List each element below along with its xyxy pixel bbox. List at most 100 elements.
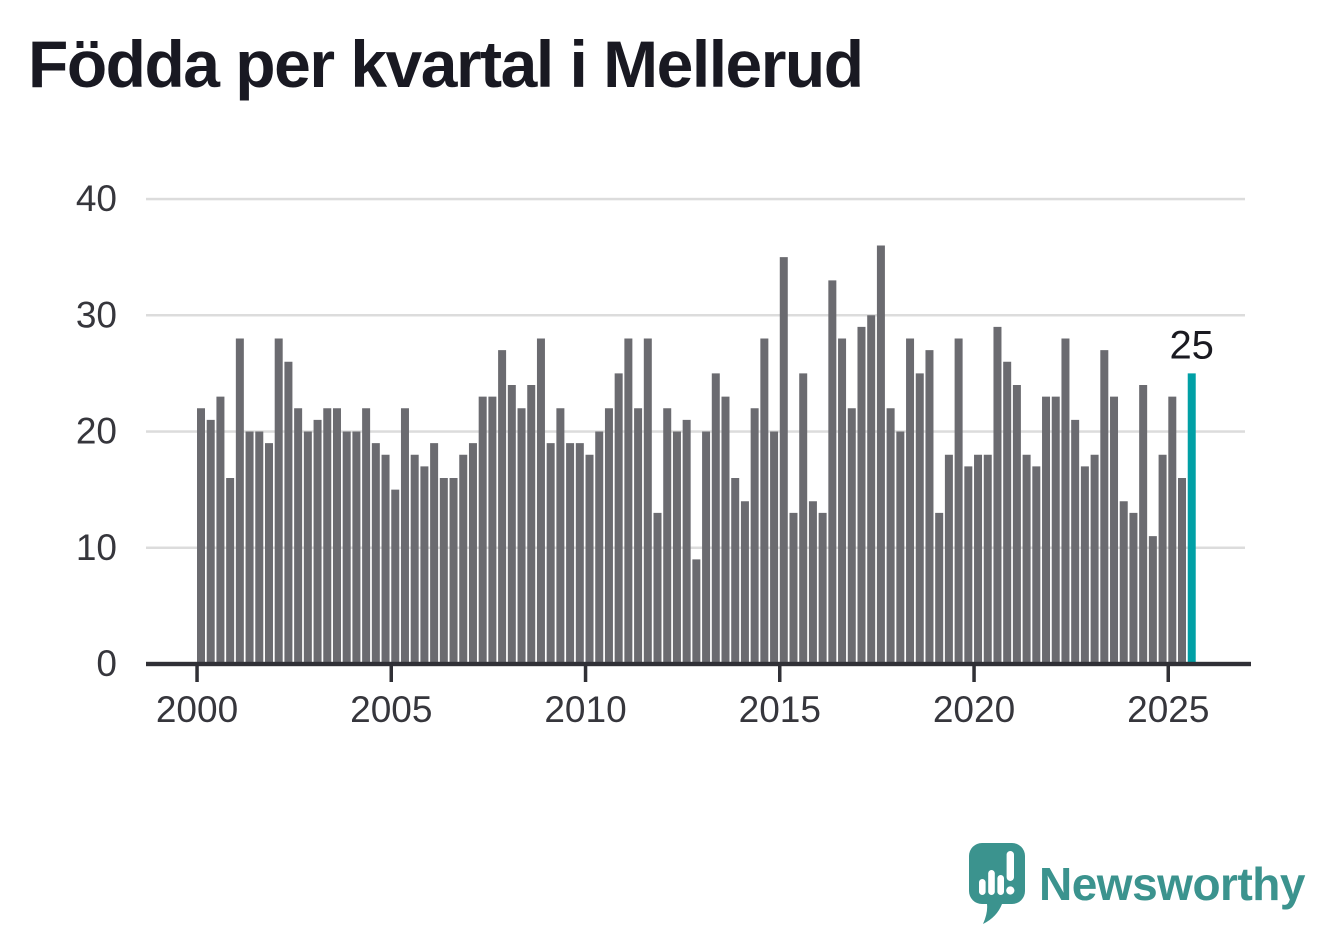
bar: [838, 338, 847, 664]
bar: [847, 408, 856, 664]
bar: [731, 478, 740, 664]
bar: [740, 501, 749, 664]
bar: [925, 350, 934, 665]
gridline-30: [146, 314, 1245, 317]
bar: [1003, 361, 1012, 664]
bar: [1158, 454, 1167, 664]
newsworthy-logo[interactable]: Newsworthy: [968, 840, 1305, 928]
bar: [1119, 501, 1128, 664]
x-axis-tick-label-2005: 2005: [350, 689, 432, 730]
bar: [604, 408, 613, 664]
x-axis-tick-2005: [389, 666, 393, 682]
logo-exclamation-bar: [1006, 851, 1014, 881]
y-axis-tick-label-40: 40: [76, 178, 117, 219]
x-axis-tick-label-2015: 2015: [739, 689, 821, 730]
bar: [1012, 385, 1021, 664]
x-axis-tick-label-2020: 2020: [933, 689, 1015, 730]
bar: [507, 385, 516, 664]
bar: [808, 501, 817, 664]
x-axis-tick-2025: [1166, 666, 1170, 682]
bar: [857, 326, 866, 665]
bar: [634, 408, 643, 664]
bar: [1100, 350, 1109, 665]
bar: [886, 408, 895, 664]
bar: [449, 478, 458, 664]
speech-bubble-shape: [969, 843, 1025, 924]
logo-bar-1: [979, 879, 986, 895]
bar: [1080, 466, 1089, 665]
bar: [245, 431, 254, 664]
x-axis-tick-2015: [778, 666, 782, 682]
y-axis-tick-label-20: 20: [76, 411, 117, 452]
bar: [1061, 338, 1070, 664]
highlight-value-label: 25: [1169, 323, 1214, 367]
bar: [439, 478, 448, 664]
bar: [342, 431, 351, 664]
bar: [323, 408, 332, 664]
bar: [420, 466, 429, 665]
x-axis-tick-2010: [583, 666, 588, 682]
bar: [1090, 454, 1099, 664]
bar: [226, 478, 235, 664]
bar: [255, 431, 264, 664]
bar: [828, 280, 837, 665]
bar: [711, 373, 720, 665]
bar: [750, 408, 759, 664]
bar-highlighted: [1187, 373, 1196, 665]
bar: [575, 443, 584, 665]
bar: [498, 350, 507, 665]
chart-title: Födda per kvartal i Mellerud: [28, 27, 864, 101]
bar: [1129, 512, 1138, 665]
bar: [624, 338, 633, 664]
bar: [1042, 396, 1051, 665]
bar: [721, 396, 730, 665]
bar: [983, 454, 992, 664]
bar: [585, 454, 594, 664]
bar: [1071, 419, 1080, 665]
bar: [799, 373, 808, 665]
bar: [702, 431, 711, 664]
bar: [915, 373, 924, 665]
bar: [371, 443, 380, 665]
bar: [595, 431, 604, 664]
bar: [643, 338, 652, 664]
bar: [332, 408, 341, 664]
bar: [468, 443, 477, 665]
bar: [546, 443, 555, 665]
bar: [303, 431, 312, 664]
bar: [391, 489, 400, 665]
logo-bar-2: [988, 870, 995, 895]
bar: [459, 454, 468, 664]
bar: [197, 408, 205, 664]
x-axis-line: [146, 661, 1251, 667]
bar: [770, 431, 779, 664]
bar: [274, 338, 283, 664]
bar: [779, 257, 788, 665]
gridline-20: [146, 430, 1245, 433]
bar: [362, 408, 371, 664]
bar: [1168, 396, 1177, 665]
bar: [993, 326, 1002, 665]
bar: [235, 338, 244, 664]
bar: [974, 454, 983, 664]
bar: [672, 431, 681, 664]
bar: [906, 338, 915, 664]
bar: [789, 512, 798, 665]
bar: [264, 443, 273, 665]
gridline-10: [146, 546, 1245, 549]
newsworthy-logo-text: Newsworthy: [1039, 858, 1305, 910]
bar: [867, 315, 876, 664]
bar: [876, 245, 885, 664]
bar: [614, 373, 623, 665]
bar: [284, 361, 293, 664]
bar: [430, 443, 439, 665]
gridline-40: [146, 197, 1245, 201]
bar: [206, 419, 215, 665]
bar: [556, 408, 565, 664]
x-axis-tick-label-2010: 2010: [544, 689, 626, 730]
bar: [410, 454, 419, 664]
bar: [964, 466, 973, 665]
bar: [896, 431, 905, 664]
bar: [381, 454, 390, 664]
bar: [313, 419, 322, 665]
